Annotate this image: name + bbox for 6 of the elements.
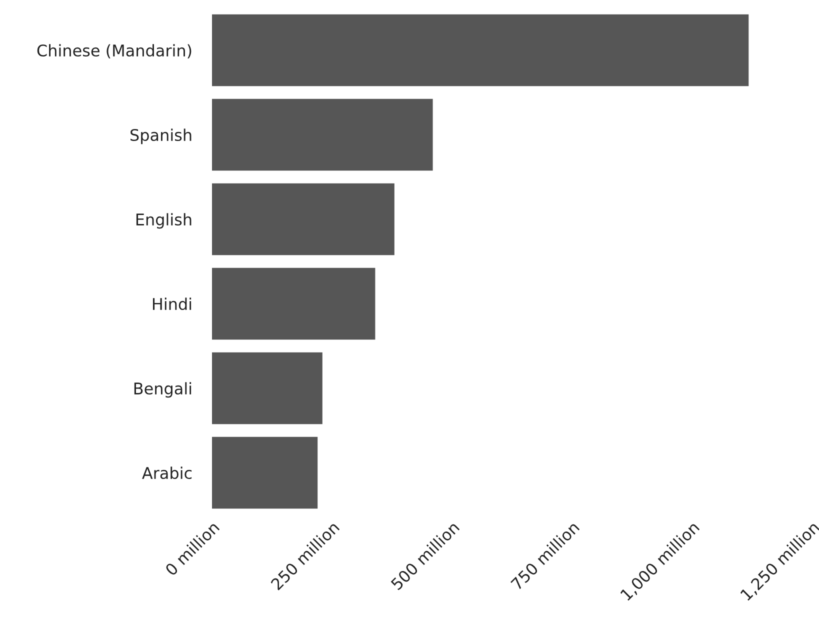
y-tick-label: Spanish bbox=[130, 128, 192, 144]
y-tick-label: Chinese (Mandarin) bbox=[37, 44, 192, 58]
y-tick-label: English bbox=[136, 213, 192, 229]
y-tick-label: Arabic bbox=[142, 466, 192, 480]
y-tick-label: Bengali bbox=[134, 382, 192, 398]
y-tick-label: Hindi bbox=[152, 298, 192, 310]
